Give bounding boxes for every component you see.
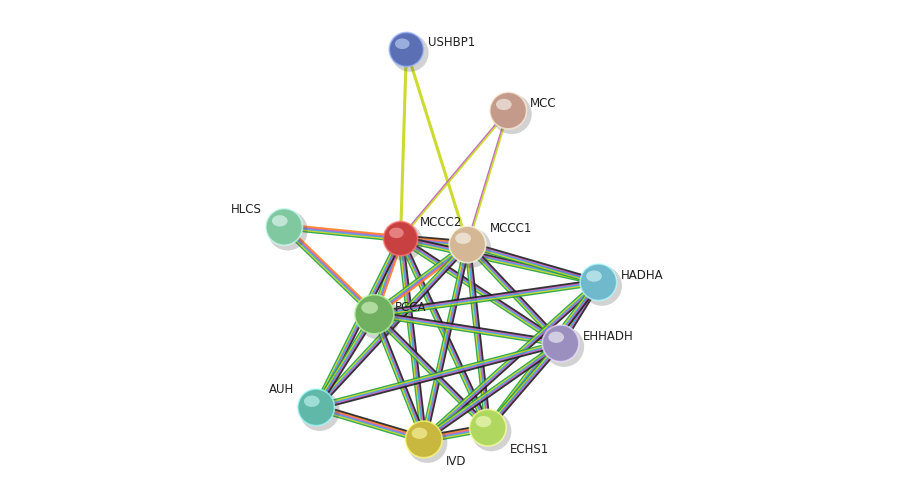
Ellipse shape: [455, 233, 471, 244]
Ellipse shape: [586, 270, 602, 282]
Text: HADHA: HADHA: [620, 269, 663, 282]
Text: MCCC1: MCCC1: [490, 222, 532, 235]
Ellipse shape: [542, 325, 579, 362]
Ellipse shape: [581, 266, 622, 306]
Ellipse shape: [389, 32, 424, 67]
Text: USHBP1: USHBP1: [428, 36, 476, 49]
Ellipse shape: [389, 227, 404, 238]
Text: IVD: IVD: [446, 455, 466, 468]
Ellipse shape: [544, 327, 584, 367]
Ellipse shape: [267, 211, 308, 251]
Text: EHHADH: EHHADH: [582, 330, 634, 343]
Ellipse shape: [356, 296, 400, 339]
Ellipse shape: [407, 423, 447, 463]
Text: HLCS: HLCS: [231, 203, 262, 216]
Text: MCCC2: MCCC2: [419, 216, 462, 229]
Ellipse shape: [449, 226, 486, 263]
Ellipse shape: [272, 215, 288, 227]
Ellipse shape: [395, 39, 410, 49]
Ellipse shape: [475, 416, 491, 427]
Ellipse shape: [580, 264, 616, 300]
Ellipse shape: [300, 391, 339, 431]
Ellipse shape: [304, 396, 320, 407]
Ellipse shape: [411, 427, 428, 439]
Ellipse shape: [266, 209, 302, 245]
Ellipse shape: [451, 228, 491, 268]
Ellipse shape: [548, 331, 564, 343]
Ellipse shape: [472, 411, 511, 451]
Text: MCC: MCC: [530, 97, 557, 110]
Ellipse shape: [355, 295, 394, 334]
Ellipse shape: [470, 410, 506, 446]
Text: ECHS1: ECHS1: [510, 443, 549, 456]
Ellipse shape: [383, 222, 418, 256]
Ellipse shape: [491, 94, 532, 134]
Text: PCCA: PCCA: [395, 301, 427, 314]
Ellipse shape: [490, 92, 526, 129]
Ellipse shape: [496, 99, 512, 110]
Ellipse shape: [361, 302, 378, 314]
Ellipse shape: [385, 223, 423, 261]
Ellipse shape: [392, 34, 428, 71]
Text: AUH: AUH: [269, 384, 294, 397]
Ellipse shape: [298, 389, 335, 426]
Ellipse shape: [406, 421, 442, 458]
